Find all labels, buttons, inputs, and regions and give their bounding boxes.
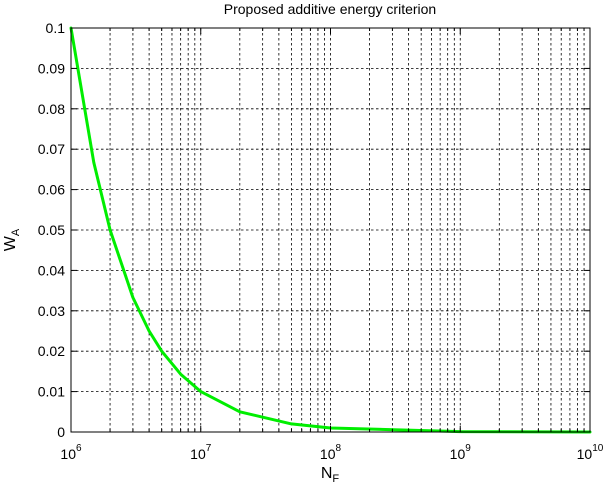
x-tick-label-exponent: 6 bbox=[76, 443, 82, 454]
x-tick-label-base: 10 bbox=[577, 446, 593, 462]
y-axis-label: WA bbox=[2, 228, 22, 251]
grid-layer bbox=[71, 28, 590, 432]
y-tick-label: 0.01 bbox=[38, 384, 65, 400]
x-axis-label-sub: F bbox=[332, 473, 339, 485]
y-tick-label: 0.05 bbox=[38, 222, 65, 238]
x-tick-label-exponent: 7 bbox=[206, 443, 212, 454]
ticks-layer: 0 0.01 0.02 0.03 0.04 0.05 0.06 0.07 0.08 0.09 0.1… bbox=[38, 20, 604, 462]
y-tick-label: 0.1 bbox=[46, 20, 66, 36]
x-axis-label: NF bbox=[321, 465, 340, 485]
y-axis-label-sub: A bbox=[10, 228, 22, 236]
y-tick-label: 0.07 bbox=[38, 141, 65, 157]
x-tick-label: 107 bbox=[190, 443, 212, 462]
y-tick-label: 0.04 bbox=[38, 262, 65, 278]
x-tick-label: 109 bbox=[450, 443, 472, 462]
y-tick-label: 0.06 bbox=[38, 182, 65, 198]
chart-title: Proposed additive energy criterion bbox=[224, 1, 436, 17]
y-tick-label: 0.02 bbox=[38, 343, 65, 359]
x-tick-label-exponent: 9 bbox=[465, 443, 471, 454]
x-tick-label-exponent: 8 bbox=[336, 443, 342, 454]
y-tick-label: 0.03 bbox=[38, 303, 65, 319]
x-tick-label: 106 bbox=[60, 443, 82, 462]
x-tick-label-base: 10 bbox=[450, 446, 466, 462]
y-tick-label: 0 bbox=[57, 424, 65, 440]
y-axis-label-main: W bbox=[2, 235, 19, 251]
x-tick-label-exponent: 10 bbox=[592, 443, 604, 454]
x-tick-label: 1010 bbox=[577, 443, 604, 462]
x-tick-label-base: 10 bbox=[320, 446, 336, 462]
y-tick-label: 0.09 bbox=[38, 60, 65, 76]
x-axis-label-main: N bbox=[321, 465, 333, 482]
x-tick-label: 108 bbox=[320, 443, 342, 462]
x-tick-label-base: 10 bbox=[60, 446, 76, 462]
x-tick-label-base: 10 bbox=[190, 446, 206, 462]
y-tick-label: 0.08 bbox=[38, 101, 65, 117]
